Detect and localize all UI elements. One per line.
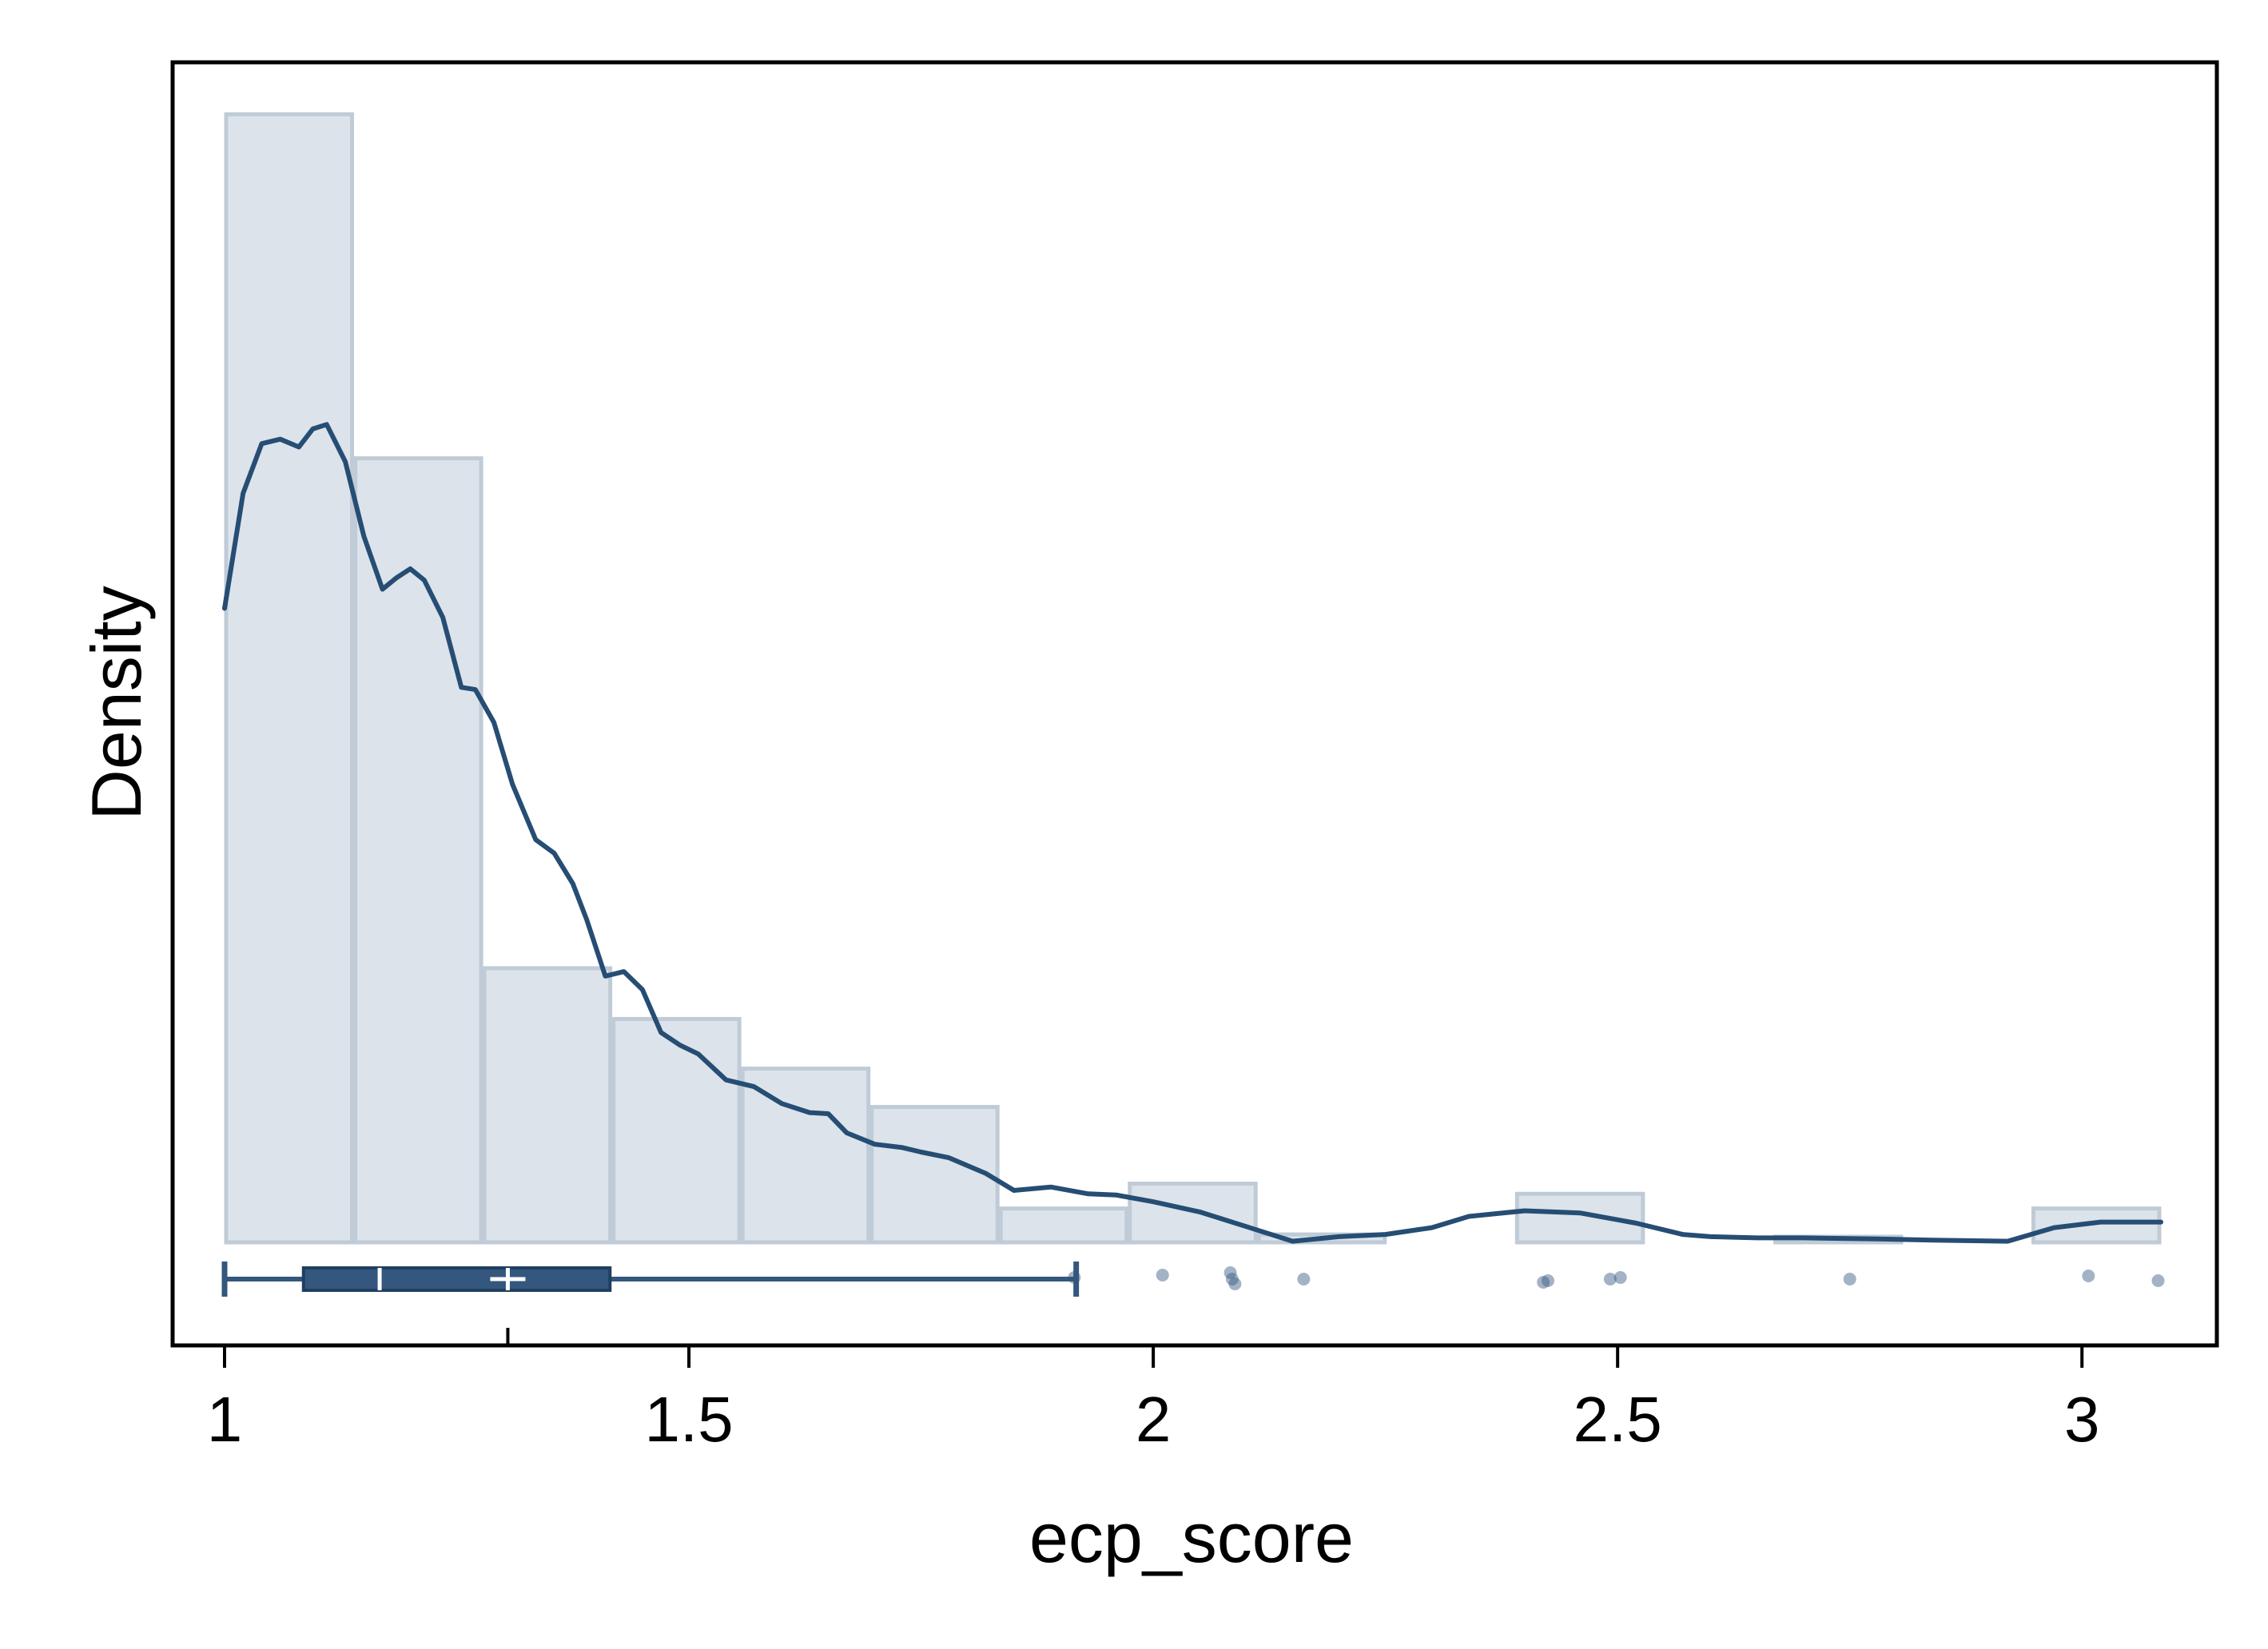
histogram-bar bbox=[998, 1206, 1129, 1245]
outlier-point bbox=[1224, 1266, 1237, 1279]
y-axis-title: Density bbox=[77, 586, 156, 820]
outlier-point bbox=[2082, 1270, 2095, 1282]
outlier-point bbox=[1613, 1271, 1627, 1284]
outlier-point bbox=[1156, 1269, 1169, 1281]
histogram-bar bbox=[869, 1105, 1000, 1245]
x-tick-label: 3 bbox=[2064, 1384, 2100, 1455]
outlier-point bbox=[1542, 1274, 1555, 1287]
plot-frame bbox=[170, 60, 2219, 1348]
histogram-bars bbox=[224, 112, 2162, 1245]
outlier-point bbox=[1228, 1277, 1242, 1290]
outlier-point bbox=[1297, 1273, 1311, 1285]
histogram-bar bbox=[2031, 1206, 2162, 1245]
x-tick-label: 2 bbox=[1136, 1384, 1172, 1455]
histogram-bar bbox=[1128, 1182, 1258, 1245]
box-plot bbox=[221, 1262, 1080, 1297]
histogram-bar bbox=[224, 112, 355, 1245]
x-tick-label: 1.5 bbox=[644, 1384, 733, 1455]
histogram-bar bbox=[1514, 1191, 1645, 1245]
outlier-point bbox=[1603, 1273, 1617, 1285]
box-iqr bbox=[301, 1266, 612, 1292]
x-axis-title: ecp_score bbox=[1029, 1498, 1354, 1577]
density-curve bbox=[222, 422, 2163, 1244]
outlier-point bbox=[1225, 1273, 1239, 1285]
histogram-bar bbox=[482, 966, 613, 1245]
x-tick-label: 1 bbox=[207, 1384, 243, 1455]
outlier-point bbox=[1068, 1271, 1081, 1284]
x-axis: 1 1.5 2 2.5 3 bbox=[207, 1345, 2100, 1455]
histogram-bar bbox=[353, 456, 483, 1245]
outlier-point bbox=[2151, 1274, 2165, 1287]
outlier-points bbox=[1068, 1266, 2165, 1290]
histogram-bar bbox=[611, 1016, 742, 1245]
histogram-bar bbox=[740, 1067, 871, 1245]
density-curve-group bbox=[222, 422, 2163, 1244]
outlier-point bbox=[1537, 1276, 1550, 1289]
x-tick-label: 2.5 bbox=[1574, 1384, 1662, 1455]
outlier-point bbox=[1843, 1273, 1856, 1285]
